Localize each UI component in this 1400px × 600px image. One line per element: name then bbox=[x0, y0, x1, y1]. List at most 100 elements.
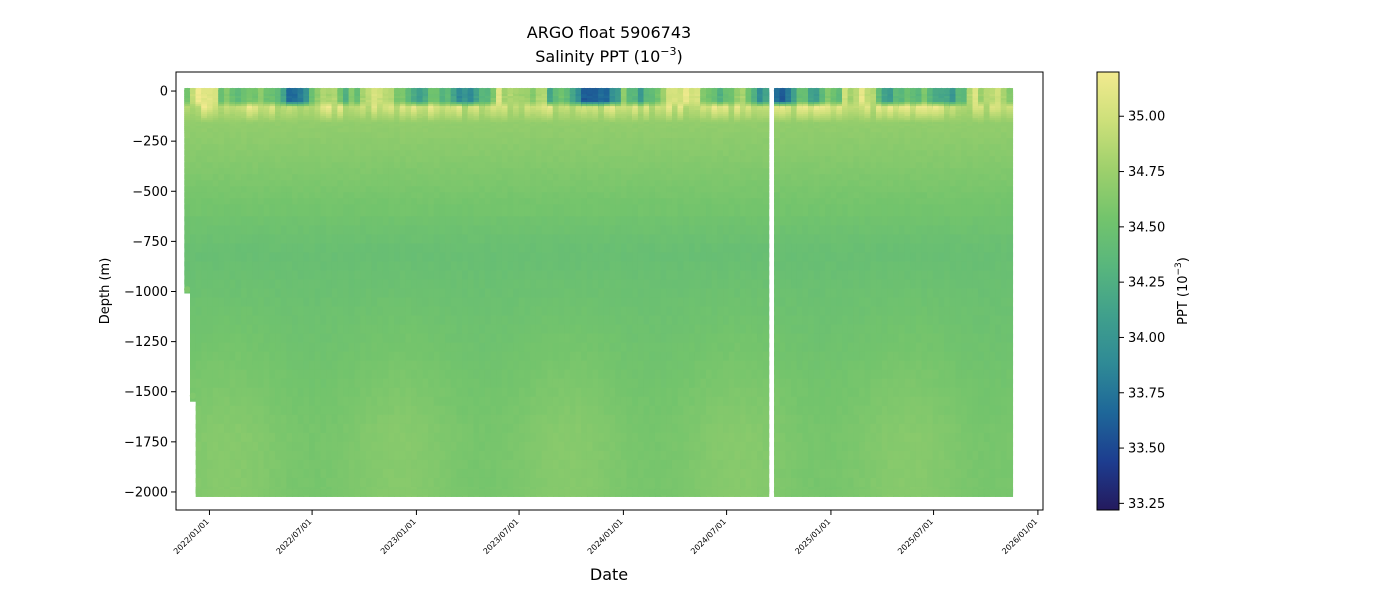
data-point bbox=[252, 234, 259, 249]
data-point bbox=[473, 132, 481, 144]
data-point bbox=[246, 168, 254, 180]
data-point bbox=[581, 477, 588, 492]
data-point bbox=[354, 288, 361, 303]
data-point bbox=[524, 234, 532, 249]
data-point bbox=[586, 180, 594, 192]
data-point bbox=[547, 333, 554, 348]
data-point bbox=[501, 288, 509, 303]
data-point bbox=[416, 168, 424, 180]
data-point bbox=[496, 333, 503, 348]
data-point bbox=[309, 441, 316, 456]
data-point bbox=[343, 198, 350, 210]
profile-surface-point bbox=[541, 87, 548, 95]
data-point bbox=[547, 297, 554, 312]
data-point bbox=[541, 243, 549, 258]
data-point bbox=[507, 297, 515, 312]
data-point bbox=[405, 174, 412, 186]
data-point bbox=[445, 150, 452, 162]
data-point bbox=[241, 288, 248, 303]
data-point bbox=[462, 168, 469, 180]
data-point bbox=[241, 441, 248, 456]
data-point bbox=[309, 261, 316, 276]
data-point bbox=[348, 333, 356, 348]
profile-bottom-point bbox=[195, 488, 202, 496]
data-point bbox=[422, 243, 429, 258]
data-point bbox=[201, 441, 208, 456]
data-point bbox=[292, 243, 299, 258]
data-point bbox=[479, 405, 486, 420]
data-point bbox=[252, 156, 259, 168]
data-point bbox=[212, 132, 220, 144]
data-point bbox=[365, 198, 373, 210]
data-point bbox=[320, 243, 327, 258]
data-point bbox=[428, 180, 435, 192]
data-point bbox=[201, 297, 208, 312]
data-point bbox=[326, 441, 333, 456]
data-point bbox=[422, 441, 429, 456]
data-point bbox=[490, 297, 498, 312]
data-point bbox=[286, 333, 293, 348]
data-point bbox=[569, 396, 577, 411]
data-point bbox=[541, 441, 549, 456]
data-point bbox=[207, 351, 214, 366]
data-point bbox=[190, 156, 197, 168]
data-point bbox=[354, 369, 361, 384]
data-point bbox=[524, 342, 532, 357]
data-point bbox=[212, 156, 220, 168]
data-point bbox=[190, 315, 197, 330]
data-point bbox=[280, 198, 288, 210]
data-point bbox=[445, 243, 452, 258]
data-point bbox=[224, 333, 231, 348]
data-point bbox=[371, 315, 378, 330]
data-point bbox=[433, 342, 441, 357]
data-point bbox=[564, 351, 571, 366]
data-point bbox=[598, 414, 605, 429]
data-point bbox=[507, 144, 515, 156]
data-point bbox=[241, 168, 248, 180]
profile-bottom-point bbox=[376, 488, 384, 496]
data-point bbox=[530, 477, 537, 492]
data-point bbox=[371, 234, 378, 249]
data-point bbox=[382, 369, 390, 384]
data-point bbox=[371, 162, 378, 174]
data-point bbox=[530, 405, 537, 420]
data-point bbox=[331, 342, 339, 357]
data-point bbox=[581, 423, 588, 438]
data-point bbox=[422, 144, 429, 156]
data-point bbox=[348, 144, 356, 156]
data-point bbox=[343, 405, 350, 420]
data-point bbox=[592, 342, 600, 357]
data-point bbox=[462, 423, 469, 438]
data-point bbox=[473, 405, 481, 420]
data-point bbox=[297, 261, 305, 276]
data-point bbox=[331, 132, 339, 144]
data-point bbox=[586, 288, 594, 303]
data-point bbox=[462, 279, 469, 294]
data-point bbox=[541, 225, 549, 240]
data-point bbox=[439, 186, 447, 198]
data-point bbox=[484, 234, 492, 249]
data-point bbox=[439, 261, 447, 276]
data-point bbox=[241, 315, 248, 330]
data-point bbox=[524, 180, 532, 192]
data-point bbox=[388, 225, 395, 240]
data-point bbox=[309, 342, 316, 357]
data-point bbox=[405, 351, 412, 366]
data-point bbox=[439, 441, 447, 456]
data-point bbox=[343, 138, 350, 150]
data-point bbox=[371, 342, 378, 357]
data-point bbox=[439, 270, 447, 285]
data-point bbox=[586, 225, 594, 240]
data-point bbox=[201, 468, 208, 483]
data-point bbox=[411, 162, 418, 174]
data-point bbox=[462, 180, 469, 192]
data-point bbox=[535, 186, 543, 198]
data-point bbox=[439, 423, 447, 438]
data-point bbox=[320, 162, 327, 174]
data-point bbox=[598, 333, 605, 348]
data-point bbox=[501, 192, 509, 204]
profile-bottom-point bbox=[530, 488, 537, 496]
profile-surface-point bbox=[393, 87, 401, 95]
data-point bbox=[439, 450, 447, 465]
data-point bbox=[598, 324, 605, 339]
